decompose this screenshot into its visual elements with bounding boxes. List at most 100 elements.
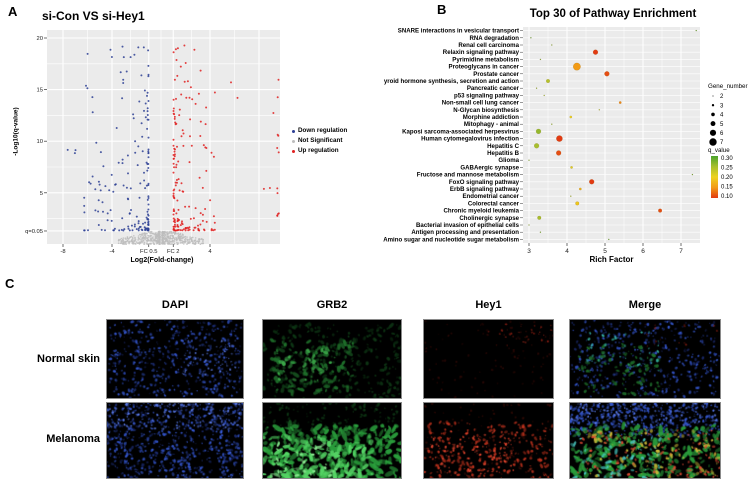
micrograph-melanoma-grb2 — [262, 402, 402, 479]
pathway-label: Fructose and mannose metabolism — [417, 172, 520, 179]
svg-text:4: 4 — [720, 113, 724, 119]
volcano-plot: 20 15 10 5 q=0.05 -8 -4 FC 0.5 FC 2 4 — [25, 30, 280, 255]
pathway-label: Relaxin signaling pathway — [443, 49, 520, 56]
column-header-dapi: DAPI — [161, 299, 189, 311]
legend-label: Down regulation — [298, 127, 348, 134]
svg-text:6: 6 — [720, 131, 724, 137]
micrograph-normal-skin-dapi — [106, 319, 244, 399]
row-label-normal-skin: Normal skin — [37, 353, 100, 365]
pathway-label: Antigen processing and presentation — [411, 229, 519, 236]
q-value-gradient-bar — [711, 156, 718, 198]
svg-text:q=0.05: q=0.05 — [25, 229, 43, 235]
pathway-dot — [539, 231, 542, 233]
svg-text:3: 3 — [527, 248, 531, 255]
volcano-title: si-Con VS si-Hey1 — [42, 9, 145, 23]
legend-dot-icon — [292, 139, 295, 143]
svg-text:2: 2 — [720, 94, 724, 100]
pathway-dot — [598, 109, 601, 111]
svg-text:7: 7 — [720, 140, 724, 146]
svg-text:0.10: 0.10 — [721, 194, 733, 200]
column-header-hey1: Hey1 — [475, 299, 502, 311]
legend-label: Not Significant — [298, 137, 343, 144]
micrograph-normal-skin-grb2 — [262, 319, 402, 399]
pathway-dot — [555, 150, 562, 156]
pathway-dot — [608, 238, 610, 241]
svg-text:Gene_number: Gene_number — [708, 83, 748, 90]
panel-a-letter: A — [8, 4, 18, 19]
svg-text:10: 10 — [37, 139, 43, 145]
pathway-dot — [570, 195, 572, 197]
pathway-dot — [604, 71, 610, 77]
pathway-dot — [570, 166, 573, 169]
legend-dot-icon — [292, 149, 295, 153]
pathway-dot — [537, 215, 542, 220]
pathway-dot — [575, 201, 580, 206]
pathway-dot — [539, 58, 542, 61]
svg-text:5: 5 — [40, 191, 43, 197]
panel-b-letter: B — [437, 2, 447, 17]
svg-text:-8: -8 — [60, 249, 65, 255]
micrograph-normal-skin-hey1 — [423, 319, 554, 399]
volcano-x-axis-label: Log2(Fold-change) — [130, 257, 194, 264]
svg-text:0.30: 0.30 — [721, 156, 733, 162]
pathway-label: Colorectal cancer — [468, 200, 520, 207]
pathway-dot — [543, 94, 545, 97]
svg-text:3: 3 — [720, 103, 724, 109]
volcano-legend-item: Down regulation — [292, 126, 347, 136]
pathway-label: Non-small cell lung cancer — [442, 100, 520, 107]
pathway-label: FoxO signaling pathway — [449, 179, 520, 186]
pathway-dot — [658, 208, 663, 213]
pathway-dot — [535, 87, 538, 89]
pathway-title: Top 30 of Pathway Enrichment — [529, 8, 697, 20]
pathway-label: Amino sugar and nucleotide sugar metabol… — [383, 236, 519, 243]
pathway-dot — [592, 49, 599, 55]
panel-c-letter: C — [5, 276, 15, 291]
pathway-label: Kaposi sarcoma-associated herpesvirus — [402, 128, 519, 135]
pathway-label: Pyrimidine metabolism — [452, 56, 519, 63]
volcano-y-axis-label: -Log10(q-value) — [12, 107, 20, 156]
svg-text:5: 5 — [603, 248, 607, 255]
pathway-label: RNA degradation — [469, 35, 519, 42]
svg-text:6: 6 — [641, 248, 645, 255]
pathway-dot — [691, 173, 694, 176]
micrograph-melanoma-merge — [569, 402, 721, 479]
pathway-dot — [578, 187, 582, 191]
pathway-label: Endometrial cancer — [462, 193, 519, 200]
micrograph-normal-skin-merge — [569, 319, 721, 399]
pathway-dot — [572, 62, 581, 71]
volcano-legend: Down regulation Not Significant Up regulat… — [292, 126, 347, 156]
svg-text:0.25: 0.25 — [721, 166, 733, 172]
pathway-dotplot: SNARE interactions in vesicular transpor… — [383, 27, 748, 255]
pathway-label: Hepatitis C — [487, 143, 519, 150]
q-value-legend: q_value 0.30 0.25 0.20 0.15 0.10 — [708, 147, 733, 200]
pathway-label: Renal cell carcinoma — [458, 42, 519, 49]
pathway-label: Chronic myeloid leukemia — [443, 208, 519, 215]
pathway-dot — [556, 135, 563, 142]
pathway-x-axis-label: Rich Factor — [589, 255, 634, 264]
legend-label: Up regulation — [298, 147, 339, 154]
row-label-melanoma: Melanoma — [46, 433, 100, 445]
pathway-label: Cholinergic synapse — [459, 215, 519, 222]
pathway-label: N-Glycan biosynthesis — [453, 107, 519, 114]
svg-text:4: 4 — [565, 248, 569, 255]
gene-number-legend: Gene_number 2 3 4 5 6 7 — [708, 83, 748, 146]
pathway-label: Bacterial invasion of epithelial cells — [416, 222, 520, 229]
legend-dot-icon — [292, 129, 295, 133]
pathway-dot — [530, 37, 532, 39]
pathway-gridlines — [523, 27, 700, 243]
volcano-points — [66, 44, 280, 245]
pathway-label: Glioma — [498, 157, 519, 164]
pathway-label: GABAergic synapse — [460, 164, 519, 171]
pathway-dot — [695, 29, 697, 32]
pathway-dot — [535, 128, 542, 135]
pathway-dot — [551, 123, 553, 125]
svg-text:4: 4 — [208, 249, 212, 255]
svg-text:FC 2: FC 2 — [167, 249, 180, 255]
pathway-dot — [551, 44, 553, 46]
svg-text:0.20: 0.20 — [721, 175, 733, 181]
pathway-label: ErbB signaling pathway — [450, 186, 520, 193]
column-header-grb2: GRB2 — [316, 299, 348, 311]
micrograph-melanoma-hey1 — [423, 402, 554, 479]
volcano-axes: 20 15 10 5 q=0.05 -8 -4 FC 0.5 FC 2 4 — [25, 36, 212, 255]
